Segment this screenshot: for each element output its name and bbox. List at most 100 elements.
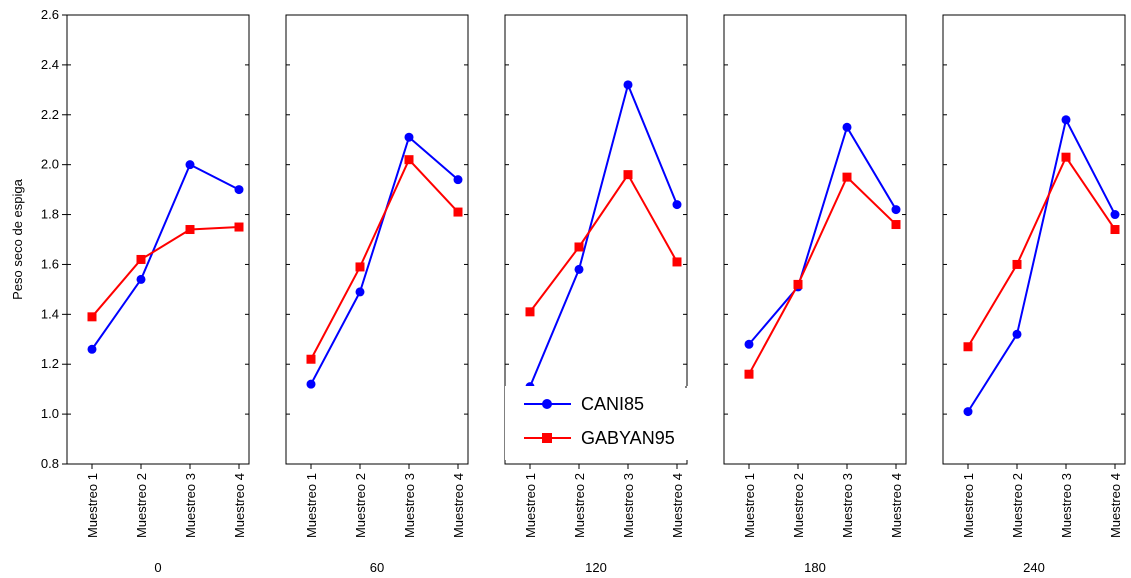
x-tick-label: Muestreo 2 — [791, 473, 806, 538]
x-tick-label: Muestreo 4 — [451, 473, 466, 538]
panel-120: Muestreo 1 Muestreo 2 Muestreo 3 Muestreo 4… — [504, 14, 688, 575]
data-point-cani85 — [842, 122, 852, 132]
x-tick-label: Muestreo 2 — [1010, 473, 1025, 538]
data-point-gabyan95 — [306, 354, 316, 364]
data-point-gabyan95 — [672, 257, 682, 267]
data-point-cani85 — [1012, 329, 1022, 339]
data-point-cani85 — [574, 264, 584, 274]
data-point-gabyan95 — [842, 172, 852, 182]
panel-frame — [942, 14, 1126, 465]
y-tick-label: 1.2 — [41, 356, 59, 371]
panel-60: Muestreo 1 Muestreo 2 Muestreo 3 Muestreo 4… — [285, 14, 469, 575]
y-tick-label: 1.0 — [41, 406, 59, 421]
data-point-cani85 — [234, 185, 244, 195]
data-point-gabyan95 — [1012, 259, 1022, 269]
data-point-gabyan95 — [574, 242, 584, 252]
data-point-gabyan95 — [891, 220, 901, 230]
x-tick-label: Muestreo 4 — [889, 473, 904, 538]
data-point-gabyan95 — [87, 312, 97, 322]
data-point-gabyan95 — [623, 170, 633, 180]
x-tick-label: Muestreo 1 — [523, 473, 538, 538]
y-tick-label: 2.6 — [41, 7, 59, 22]
data-point-gabyan95 — [963, 342, 973, 352]
legend-marker-cani85 — [542, 399, 552, 409]
panel-label: 240 — [1023, 560, 1045, 575]
series-line-gabyan95 — [748, 175, 897, 375]
panel-frame — [285, 14, 469, 465]
data-point-gabyan95 — [1061, 152, 1071, 162]
data-point-gabyan95 — [453, 207, 463, 217]
data-point-cani85 — [672, 200, 682, 210]
panel-180: Muestreo 1 Muestreo 2 Muestreo 3 Muestreo 4… — [723, 14, 907, 575]
panel-label: 180 — [804, 560, 826, 575]
data-point-gabyan95 — [355, 262, 365, 272]
x-tick-label: Muestreo 1 — [742, 473, 757, 538]
series-line-gabyan95 — [967, 155, 1116, 348]
data-point-cani85 — [185, 160, 195, 170]
data-point-cani85 — [963, 407, 973, 417]
data-point-gabyan95 — [185, 225, 195, 235]
panel-label: 0 — [154, 560, 161, 575]
data-point-gabyan95 — [234, 222, 244, 232]
y-tick-label: 0.8 — [41, 456, 59, 471]
legend-label-cani85: CANI85 — [581, 394, 644, 414]
y-tick-label: 1.6 — [41, 256, 59, 271]
panel-frame — [504, 14, 688, 465]
data-point-cani85 — [891, 205, 901, 215]
x-tick-label: Muestreo 3 — [621, 473, 636, 538]
data-point-gabyan95 — [744, 369, 754, 379]
y-tick-label: 2.2 — [41, 107, 59, 122]
x-tick-label: Muestreo 1 — [304, 473, 319, 538]
y-tick-label: 1.8 — [41, 207, 59, 222]
data-point-cani85 — [355, 287, 365, 297]
panel-label: 60 — [370, 560, 384, 575]
series-line-cani85 — [967, 116, 1116, 413]
x-tick-label: Muestreo 4 — [1108, 473, 1123, 538]
data-point-gabyan95 — [136, 254, 146, 264]
data-point-cani85 — [1061, 115, 1071, 125]
x-tick-label: Muestreo 2 — [353, 473, 368, 538]
x-tick-label: Muestreo 1 — [961, 473, 976, 538]
data-point-cani85 — [87, 344, 97, 354]
series-line-gabyan95 — [310, 157, 459, 360]
panel-frame — [723, 14, 907, 465]
y-tick-label: 2.0 — [41, 157, 59, 172]
x-tick-label: Muestreo 4 — [670, 473, 685, 538]
x-tick-label: Muestreo 3 — [1059, 473, 1074, 538]
x-tick-label: Muestreo 3 — [183, 473, 198, 538]
series-line-cani85 — [310, 135, 459, 385]
panel-label: 120 — [585, 560, 607, 575]
y-tick-label: 2.4 — [41, 57, 59, 72]
series-line-gabyan95 — [529, 172, 678, 313]
x-tick-label: Muestreo 4 — [232, 473, 247, 538]
data-point-gabyan95 — [1110, 225, 1120, 235]
panel-240: Muestreo 1 Muestreo 2 Muestreo 3 Muestreo 4… — [942, 14, 1126, 575]
panel-frame — [66, 14, 250, 465]
series-line-cani85 — [748, 124, 897, 345]
legend: CANI85 GABYAN95 — [505, 386, 702, 460]
x-tick-label: Muestreo 3 — [402, 473, 417, 538]
data-point-cani85 — [623, 80, 633, 90]
legend-background — [505, 386, 702, 460]
y-axis-title: Peso seco de espiga — [10, 178, 25, 299]
panel-0: Muestreo 1 Muestreo 2 Muestreo 3 Muestreo 4… — [66, 14, 250, 575]
legend-label-gabyan95: GABYAN95 — [581, 428, 675, 448]
series-line-gabyan95 — [91, 226, 240, 318]
x-tick-label: Muestreo 1 — [85, 473, 100, 538]
data-point-cani85 — [1110, 210, 1120, 220]
y-tick-label: 1.4 — [41, 306, 59, 321]
x-tick-label: Muestreo 3 — [840, 473, 855, 538]
x-tick-label: Muestreo 2 — [134, 473, 149, 538]
legend-marker-gabyan95 — [542, 433, 552, 443]
series-line-cani85 — [529, 81, 678, 388]
data-point-cani85 — [453, 175, 463, 185]
data-point-cani85 — [744, 339, 754, 349]
x-tick-label: Muestreo 2 — [572, 473, 587, 538]
data-point-cani85 — [306, 379, 316, 389]
data-point-cani85 — [136, 274, 146, 284]
data-point-gabyan95 — [793, 279, 803, 289]
data-point-gabyan95 — [525, 307, 535, 317]
data-point-cani85 — [404, 132, 414, 142]
data-point-gabyan95 — [404, 155, 414, 165]
